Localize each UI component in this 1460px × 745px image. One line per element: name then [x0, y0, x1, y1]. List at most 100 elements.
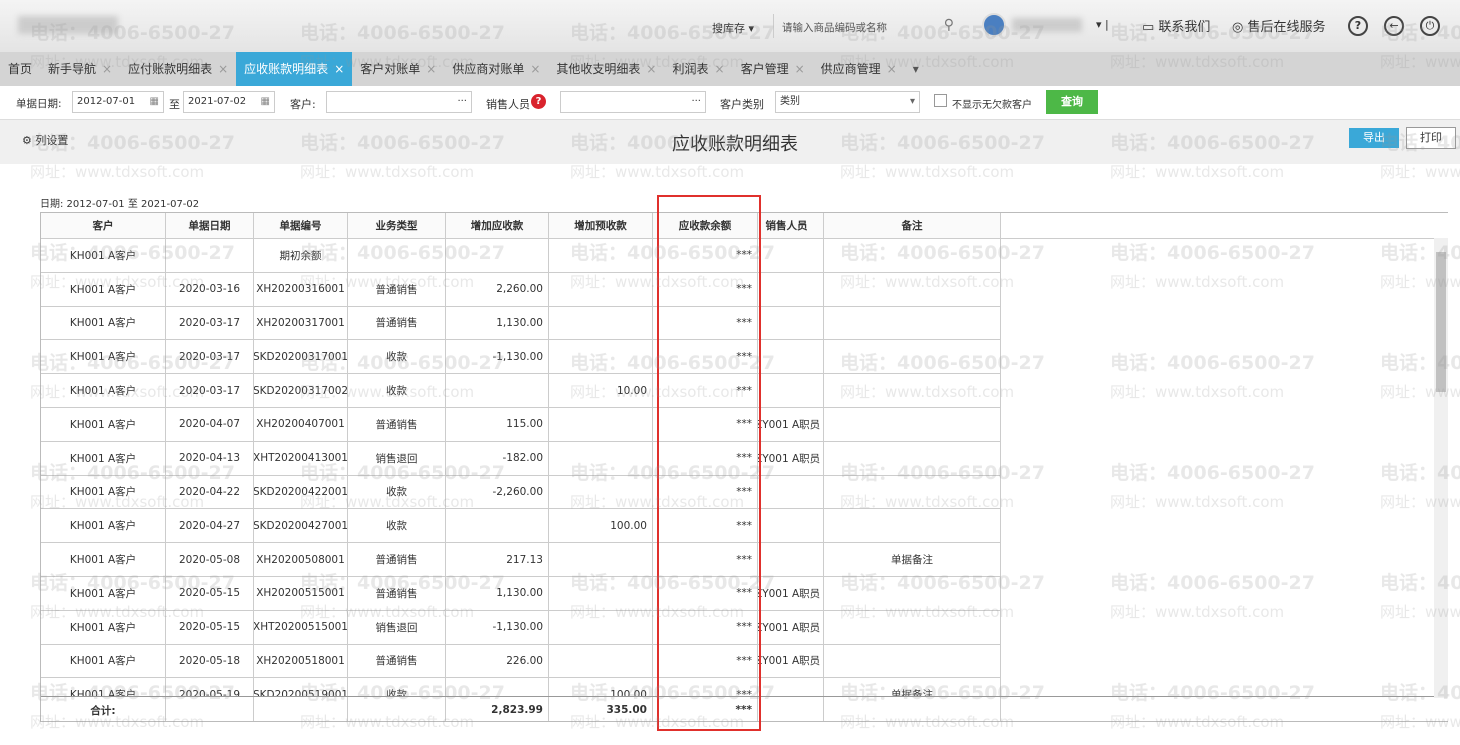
table-cell: KH001 A客户 [41, 543, 166, 577]
footer-cell: 335.00 [549, 697, 653, 721]
date-to: 2021-07-02 [188, 96, 247, 107]
table-cell-text: *** [736, 384, 752, 397]
table-cell: 普通销售 [348, 408, 446, 442]
table-cell-text: 115.00 [506, 418, 543, 431]
search-input[interactable]: 请输入商品编码或名称 ⚲ [773, 14, 958, 38]
query-button[interactable]: 查询 [1046, 90, 1098, 114]
help-icon[interactable]: ? [1348, 16, 1368, 36]
table-cell-text: *** [736, 553, 752, 566]
scrollbar-thumb[interactable] [1436, 252, 1446, 392]
table-cell-text: KH001 A客户 [69, 385, 137, 398]
column-settings[interactable]: ⚙ 列设置 [22, 134, 69, 147]
tab[interactable]: 新手导航 × [40, 52, 120, 86]
table-cell-text: 单据备注 [891, 689, 933, 696]
blurred-logo [18, 16, 118, 34]
tab-close[interactable]: × [426, 62, 437, 76]
table-cell-text: -182.00 [502, 452, 543, 465]
tab[interactable]: 应收账款明细表 × [236, 52, 353, 86]
table-cell: *** [653, 577, 758, 611]
back-icon[interactable]: ← [1384, 16, 1404, 36]
category-select[interactable]: 类别 ▾ [775, 91, 920, 113]
table-cell: -182.00 [446, 441, 549, 476]
table-cell [166, 239, 254, 273]
scrollbar[interactable] [1434, 238, 1448, 698]
tab-close[interactable]: × [102, 62, 113, 76]
salesperson-input[interactable]: ··· [560, 91, 706, 113]
table-cell [549, 543, 653, 577]
column-settings-text: 列设置 [35, 134, 69, 147]
tab[interactable]: 其他收支明细表 × [548, 52, 664, 86]
tab[interactable]: 供应商管理 × [813, 52, 905, 86]
table-cell-text: 2020-05-18 [178, 654, 241, 667]
table-cell: XH20200518001 [254, 644, 348, 679]
table-cell: SKD20200317002 [254, 374, 348, 408]
table-cell-text: 226.00 [506, 654, 543, 667]
table-cell: SKD20200519001 [254, 678, 348, 696]
table-cell [824, 340, 1001, 375]
table-cell: KH001 A客户 [41, 577, 166, 611]
header-cell: 业务类型 [348, 213, 446, 239]
table-cell [549, 340, 653, 375]
print-button[interactable]: 打印 [1406, 127, 1456, 149]
table-cell-text: KH001 A客户 [69, 554, 137, 567]
header-cell: 增加应收款 [446, 213, 549, 239]
footer-cell-text: 合计: [90, 704, 116, 717]
table-cell-text: *** [736, 688, 752, 696]
contact-link[interactable]: ▭ 联系我们 [1142, 20, 1211, 35]
service-text: 售后在线服务 [1247, 20, 1326, 35]
table-cell: 2020-04-13 [166, 441, 254, 476]
search-scope[interactable]: 搜库存 ▾ [712, 22, 755, 35]
table-cell: ZY001 A职员 [758, 644, 824, 679]
tab-more[interactable]: ▾ [912, 62, 919, 76]
date-from-input[interactable]: 2012-07-01 ▦ [72, 91, 164, 113]
table-cell: 2020-03-17 [166, 374, 254, 408]
highlight-box [657, 195, 761, 731]
service-link[interactable]: ◎ 售后在线服务 [1232, 20, 1326, 35]
tab[interactable]: 客户对账单 × [352, 52, 444, 86]
table-cell [549, 577, 653, 611]
table-cell-text: 收款 [386, 520, 407, 533]
table-cell-text: 收款 [386, 351, 407, 364]
toolbar: ⚙ 列设置 应收账款明细表 导出 打印 [0, 120, 1460, 164]
table-cell [758, 509, 824, 544]
header-cell-text: 销售人员 [765, 220, 808, 232]
tab-close[interactable]: × [646, 62, 657, 76]
table-cell-text: 2020-03-16 [178, 283, 241, 296]
table-cell: 10.00 [549, 374, 653, 408]
footer-cell [758, 697, 824, 721]
tab[interactable]: 利润表 × [664, 52, 732, 86]
tab-close[interactable]: × [218, 62, 229, 76]
table-cell: -1,130.00 [446, 610, 549, 645]
tab-close[interactable]: × [886, 62, 897, 76]
customer-input[interactable]: ··· [326, 91, 472, 113]
table-cell-text: 普通销售 [375, 418, 418, 431]
table-cell-text: *** [736, 418, 752, 431]
date-to-input[interactable]: 2021-07-02 ▦ [183, 91, 275, 113]
tab[interactable]: 供应商对账单 × [444, 52, 548, 86]
power-icon[interactable]: ⏻ [1420, 16, 1440, 36]
table-cell-text: 2020-05-15 [178, 587, 241, 600]
table-cell [824, 610, 1001, 645]
table-cell-text: KH001 A客户 [69, 587, 137, 600]
table-cell-text: 2020-05-19 [178, 688, 241, 696]
user-avatar[interactable] [982, 13, 1006, 37]
hide-checkbox[interactable] [934, 94, 947, 107]
tab-label: 客户对账单 [360, 62, 421, 76]
table-cell: *** [653, 678, 758, 696]
table-cell [446, 678, 549, 696]
table-cell: 收款 [348, 678, 446, 696]
tab-close[interactable]: × [794, 62, 805, 76]
export-button[interactable]: 导出 [1349, 128, 1399, 148]
tab-close[interactable]: × [334, 62, 345, 76]
table-cell-text: -1,130.00 [492, 621, 543, 634]
user-menu-arrow[interactable]: ▾ | [1096, 18, 1109, 31]
tab[interactable]: 应付账款明细表 × [120, 52, 236, 86]
table-cell-text: XH20200515001 [256, 587, 345, 600]
tab[interactable]: 客户管理 × [733, 52, 813, 86]
help-badge[interactable]: ? [531, 94, 546, 109]
table-cell-text: 销售退回 [375, 621, 418, 634]
tab[interactable]: 首页 [0, 52, 40, 86]
footer-cell-text: 335.00 [606, 704, 647, 716]
tab-close[interactable]: × [714, 62, 725, 76]
tab-close[interactable]: × [530, 62, 541, 76]
